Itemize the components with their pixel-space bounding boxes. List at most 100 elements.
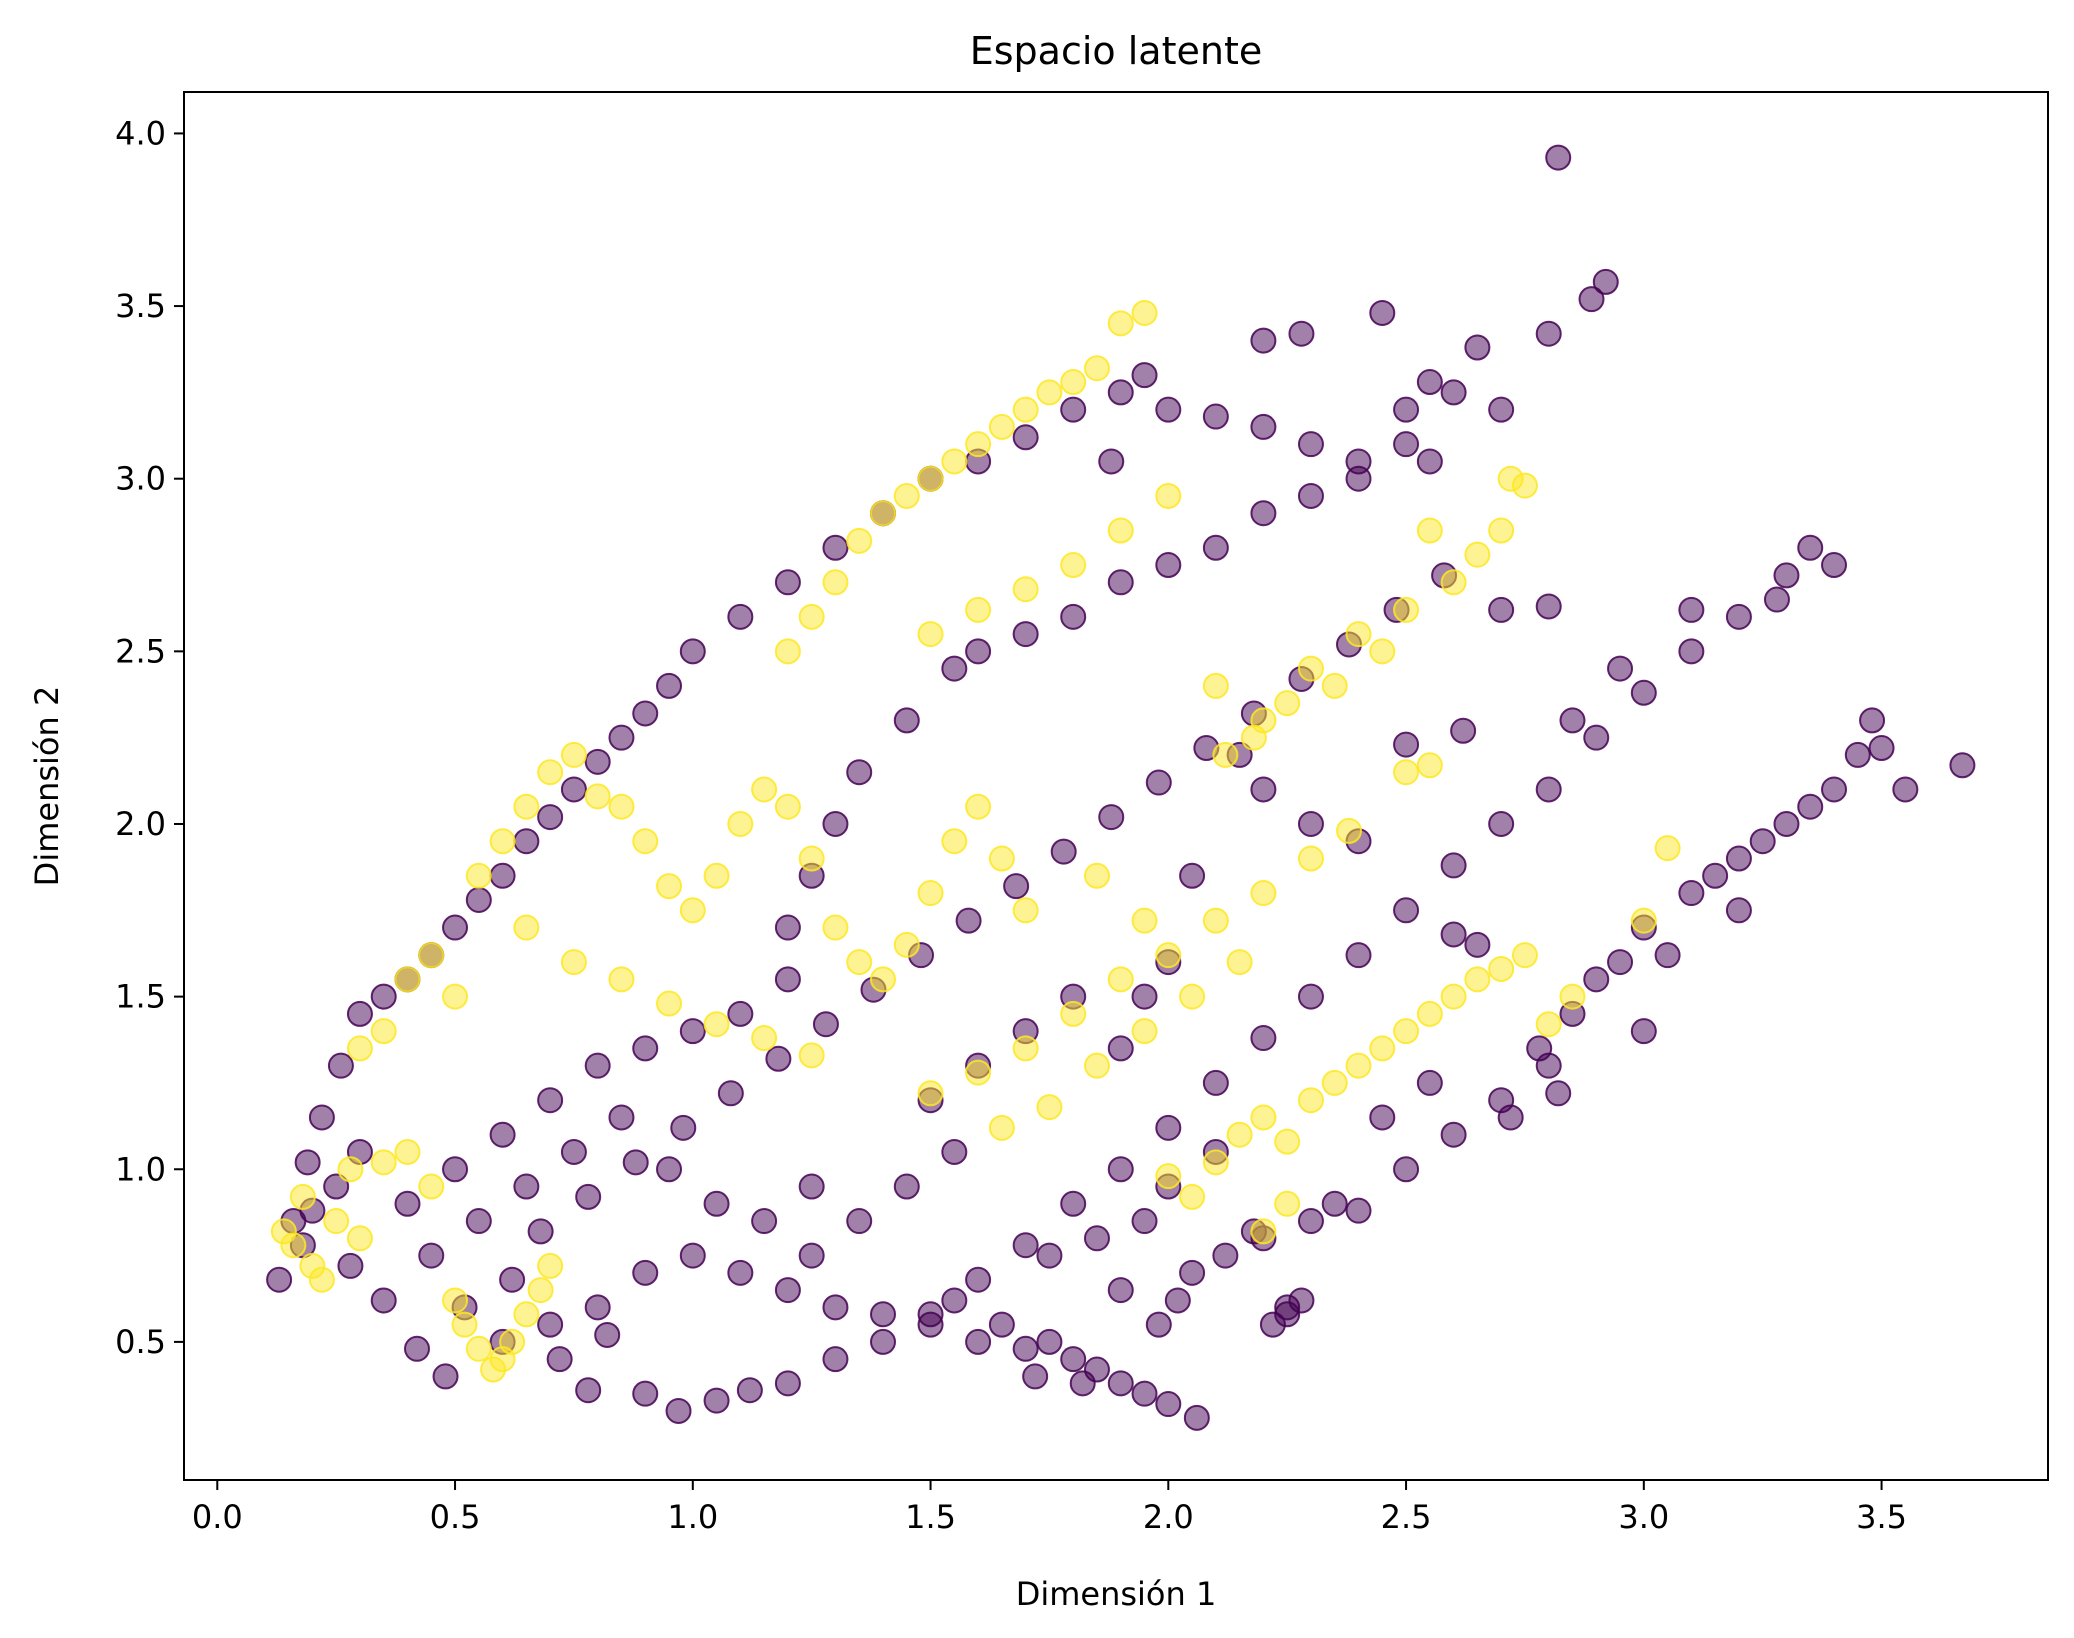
scatter-point	[1773, 810, 1800, 837]
scatter-point	[1060, 369, 1087, 396]
scatter-point	[1440, 852, 1467, 879]
scatter-point	[584, 783, 611, 810]
scatter-point	[1274, 1128, 1301, 1155]
scatter-point	[1036, 1242, 1063, 1269]
scatter-point	[988, 845, 1015, 872]
scatter-point	[1098, 448, 1125, 475]
scatter-point	[765, 1045, 792, 1072]
scatter-point	[499, 1328, 526, 1355]
scatter-point	[1212, 1242, 1239, 1269]
scatter-point	[418, 1242, 445, 1269]
scatter-point	[679, 897, 706, 924]
scatter-point	[679, 1242, 706, 1269]
scatter-point	[1578, 286, 1605, 313]
scatter-point	[1630, 1018, 1657, 1045]
scatter-point	[1202, 1149, 1229, 1176]
scatter-point	[1288, 320, 1315, 347]
scatter-point	[632, 1035, 659, 1062]
scatter-point	[537, 759, 564, 786]
scatter-point	[608, 966, 635, 993]
y-axis: 0.5 1.0 1.5 2.0 2.5 3.0 3.5 4.0	[115, 114, 184, 1361]
y-tick-label: 0.5	[115, 1323, 166, 1361]
scatter-point	[736, 1377, 763, 1404]
scatter-point	[1202, 907, 1229, 934]
scatter-point	[513, 914, 540, 941]
scatter-point	[451, 1311, 478, 1338]
scatter-point	[703, 1011, 730, 1038]
scatter-point	[1036, 1328, 1063, 1355]
y-tick-label: 1.5	[115, 978, 166, 1016]
scatter-point	[1107, 517, 1134, 544]
chart-title: Espacio latente	[970, 29, 1262, 73]
x-tick-label: 3.0	[1618, 1498, 1669, 1536]
scatter-point	[1060, 396, 1087, 423]
scatter-point	[442, 1156, 469, 1183]
scatter-point	[1107, 379, 1134, 406]
scatter-point	[941, 448, 968, 475]
scatter-point	[893, 1173, 920, 1200]
scatter-point	[727, 603, 754, 630]
scatter-point	[1526, 1035, 1553, 1062]
scatter-point	[266, 1266, 293, 1293]
scatter-point	[1240, 724, 1267, 751]
scatter-point	[513, 793, 540, 820]
scatter-point	[1464, 334, 1491, 361]
scatter-point	[1607, 655, 1634, 682]
scatter-point	[546, 1346, 573, 1373]
scatter-point	[537, 1311, 564, 1338]
scatter-points	[266, 144, 1976, 1431]
scatter-point	[965, 793, 992, 820]
scatter-point	[1107, 569, 1134, 596]
scatter-point	[1250, 413, 1277, 440]
scatter-point	[1060, 603, 1087, 630]
scatter-point	[465, 1208, 492, 1235]
scatter-point	[988, 1311, 1015, 1338]
scatter-point	[965, 1059, 992, 1086]
scatter-point	[1297, 655, 1324, 682]
scatter-point	[822, 1346, 849, 1373]
scatter-point	[798, 1042, 825, 1069]
scatter-point	[1145, 1311, 1172, 1338]
scatter-point	[1497, 465, 1524, 492]
x-tick-label: 2.5	[1381, 1498, 1432, 1536]
scatter-point	[1797, 793, 1824, 820]
scatter-point	[774, 966, 801, 993]
scatter-point	[822, 534, 849, 561]
scatter-point	[394, 1190, 421, 1217]
scatter-point	[870, 966, 896, 993]
x-tick-label: 3.5	[1856, 1498, 1907, 1536]
scatter-point	[774, 1370, 801, 1397]
scatter-point	[1022, 1363, 1049, 1390]
plot-area-frame	[183, 91, 2049, 1481]
scatter-point	[917, 621, 944, 648]
scatter-point	[1868, 735, 1895, 762]
scatter-point	[499, 1266, 526, 1293]
scatter-point	[1050, 838, 1077, 865]
scatter-point	[1250, 880, 1277, 907]
scatter-point	[1297, 845, 1324, 872]
scatter-point	[1416, 517, 1443, 544]
scatter-point	[1393, 431, 1420, 458]
scatter-point	[370, 983, 397, 1010]
scatter-point	[513, 828, 540, 855]
scatter-point	[1440, 921, 1467, 948]
scatter-point	[1131, 907, 1158, 934]
scatter-point	[798, 845, 825, 872]
scatter-point	[465, 1335, 492, 1362]
scatter-point	[1250, 500, 1277, 527]
scatter-point	[1725, 897, 1752, 924]
scatter-point	[465, 862, 492, 889]
scatter-point	[751, 1208, 778, 1235]
x-axis-label: Dimensión 1	[1016, 1575, 1217, 1613]
scatter-point	[560, 776, 587, 803]
scatter-point	[1083, 862, 1110, 889]
scatter-point	[1859, 707, 1886, 734]
scatter-point	[584, 748, 611, 775]
scatter-point	[1464, 541, 1491, 568]
scatter-point	[1592, 268, 1619, 295]
scatter-point	[537, 804, 564, 831]
scatter-point	[1393, 596, 1420, 623]
scatter-point	[1393, 897, 1420, 924]
scatter-point	[1369, 1104, 1396, 1131]
y-tick-label: 2.5	[115, 632, 166, 670]
